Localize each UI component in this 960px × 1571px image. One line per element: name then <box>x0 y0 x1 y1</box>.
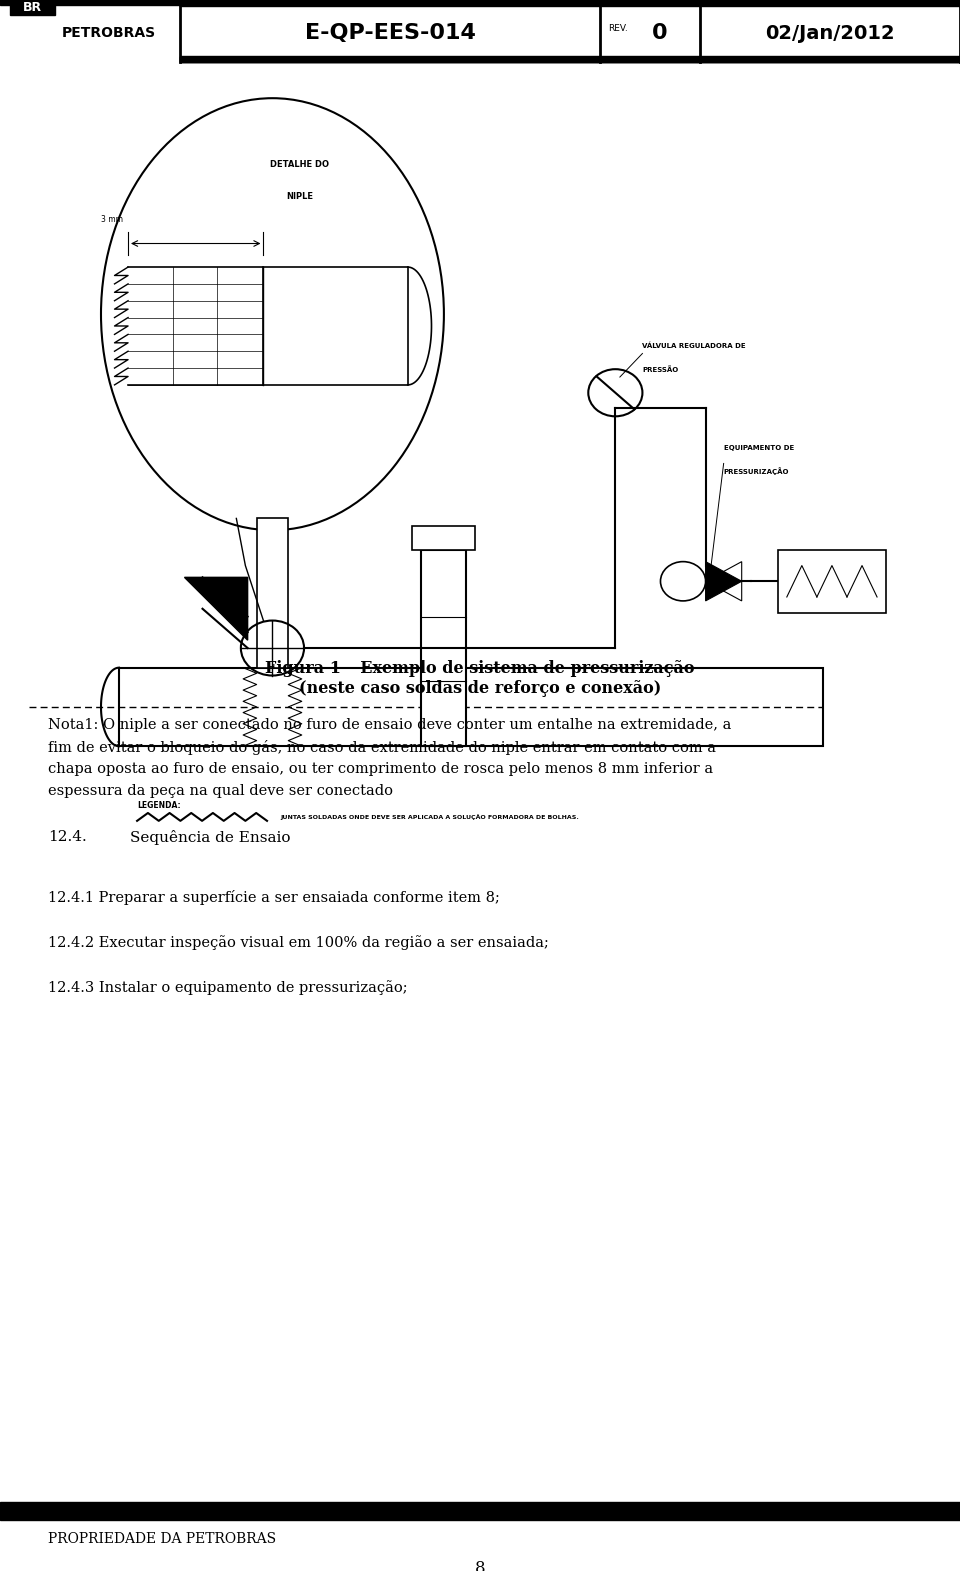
Bar <box>119 668 823 746</box>
Text: JUNTAS SOLDADAS ONDE DEVE SER APLICADA A SOLUÇÃO FORMADORA DE BOLHAS.: JUNTAS SOLDADAS ONDE DEVE SER APLICADA A… <box>280 814 579 820</box>
Text: 12.4.3 Instalar o equipamento de pressurização;: 12.4.3 Instalar o equipamento de pressur… <box>48 980 408 994</box>
Text: chapa oposta ao furo de ensaio, ou ter comprimento de rosca pelo menos 8 mm infe: chapa oposta ao furo de ensaio, ou ter c… <box>48 762 713 776</box>
Text: (neste caso soldas de reforço e conexão): (neste caso soldas de reforço e conexão) <box>299 680 661 698</box>
Bar <box>10 0 55 16</box>
Polygon shape <box>706 562 742 602</box>
Bar <box>421 550 467 746</box>
Bar <box>413 526 475 550</box>
Text: Nota1: O niple a ser conectado no furo de ensaio deve conter um entalhe na extre: Nota1: O niple a ser conectado no furo d… <box>48 718 732 732</box>
Text: PRESSÃO: PRESSÃO <box>642 366 679 372</box>
Bar <box>256 518 288 668</box>
Text: NIPLE: NIPLE <box>286 192 313 201</box>
Bar <box>263 267 408 385</box>
Bar <box>180 57 960 61</box>
Bar <box>180 57 960 61</box>
Text: 12.4.2 Executar inspeção visual em 100% da região a ser ensaiada;: 12.4.2 Executar inspeção visual em 100% … <box>48 935 549 950</box>
Text: fim de evitar o bloqueio do gás, no caso da extremidade do niple entrar em conta: fim de evitar o bloqueio do gás, no caso… <box>48 740 716 756</box>
Bar <box>180 57 960 61</box>
Bar <box>778 550 886 613</box>
Text: PETROBRAS: PETROBRAS <box>62 27 156 39</box>
Polygon shape <box>184 578 248 641</box>
Text: 8: 8 <box>474 1560 486 1571</box>
Text: EQUIPAMENTO DE: EQUIPAMENTO DE <box>724 445 794 451</box>
Bar <box>0 1502 960 1521</box>
Bar <box>128 267 263 385</box>
Text: E-QP-EES-014: E-QP-EES-014 <box>304 24 475 42</box>
Bar <box>180 2 960 6</box>
Text: LEGENDA:: LEGENDA: <box>137 801 180 809</box>
Text: 12.4.1 Preparar a superfície a ser ensaiada conforme item 8;: 12.4.1 Preparar a superfície a ser ensai… <box>48 891 500 905</box>
Bar <box>0 0 960 5</box>
Text: DETALHE DO: DETALHE DO <box>270 160 329 170</box>
Text: 3 mm: 3 mm <box>101 215 123 225</box>
Text: 0: 0 <box>652 24 668 42</box>
Text: VÁLVULA REGULADORA DE: VÁLVULA REGULADORA DE <box>642 342 746 349</box>
Text: 02/Jan/2012: 02/Jan/2012 <box>765 24 895 42</box>
Bar <box>180 0 960 5</box>
Bar <box>0 0 960 2</box>
Text: BR: BR <box>22 2 41 14</box>
Text: PRESSURIZAÇÃO: PRESSURIZAÇÃO <box>724 467 789 476</box>
Text: espessura da peça na qual deve ser conectado: espessura da peça na qual deve ser conec… <box>48 784 393 798</box>
Bar <box>180 0 960 3</box>
Text: 12.4.: 12.4. <box>48 829 86 844</box>
Text: PROPRIEDADE DA PETROBRAS: PROPRIEDADE DA PETROBRAS <box>48 1532 276 1546</box>
Text: Figura 1 – Exemplo de sistema de pressurização: Figura 1 – Exemplo de sistema de pressur… <box>265 660 695 677</box>
Text: Sequência de Ensaio: Sequência de Ensaio <box>130 829 291 845</box>
Text: REV.: REV. <box>608 24 628 33</box>
